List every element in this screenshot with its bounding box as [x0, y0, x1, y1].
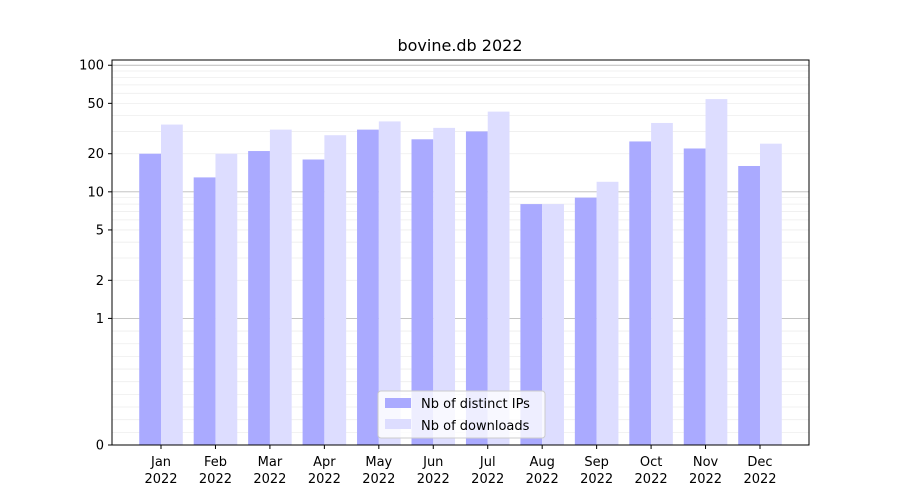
legend-label-downloads: Nb of downloads [421, 419, 530, 434]
x-tick-label-month: Jul [479, 455, 496, 470]
bar-downloads-dec [759, 143, 782, 445]
bars [139, 99, 782, 446]
x-tick-label-year: 2022 [417, 472, 450, 487]
bar-downloads-may [378, 121, 401, 445]
bar-distinct-ips-mar [248, 151, 270, 445]
y-tick-label: 20 [87, 147, 104, 162]
x-tick-label-month: Feb [204, 455, 227, 470]
x-tick-label-year: 2022 [253, 472, 286, 487]
bar-distinct-ips-may [357, 129, 379, 445]
bar-downloads-jun [433, 127, 456, 445]
bar-downloads-feb [215, 153, 238, 446]
legend-frame [377, 390, 546, 439]
y-tick-label: 2 [96, 274, 104, 289]
plot-frame [111, 59, 810, 446]
x-tick-label-month: Oct [640, 455, 662, 470]
bar-downloads-jan [161, 124, 183, 445]
bar-downloads-mar [269, 129, 292, 445]
bar-distinct-ips-jul [465, 131, 488, 445]
y-tick-label: 100 [79, 59, 104, 74]
bar-distinct-ips-oct [629, 141, 652, 445]
x-tick-label-year: 2022 [635, 472, 668, 487]
x-tick-label-month: Mar [258, 455, 283, 470]
bar-downloads-aug [542, 204, 564, 445]
x-tick-label-year: 2022 [743, 472, 776, 487]
legend: Nb of distinct IPs Nb of downloads [377, 390, 546, 439]
x-axis: Jan 2022 Feb 2022 Mar 2022 Apr 2022 May 2022 Jun 20… [144, 445, 777, 487]
bar-downloads-jul [487, 111, 510, 445]
x-tick-label-year: 2022 [308, 472, 341, 487]
x-tick-label-year: 2022 [362, 472, 395, 487]
bar-downloads-oct [651, 122, 673, 445]
bar-distinct-ips-jan [139, 153, 162, 446]
legend-swatch-downloads [385, 419, 411, 429]
x-tick-label-month: Sep [584, 455, 609, 470]
x-tick-label-year: 2022 [144, 472, 177, 487]
x-tick-label-month: May [365, 455, 392, 470]
bar-distinct-ips-jun [411, 139, 434, 445]
x-tick-label-month: Nov [693, 455, 719, 470]
bar-distinct-ips-sep [574, 197, 597, 445]
x-tick-label-year: 2022 [689, 472, 722, 487]
y-axis: 0 1 2 5 10 20 50 100 [79, 59, 112, 454]
bar-distinct-ips-apr [302, 159, 325, 445]
x-tick-label-month: Apr [313, 455, 336, 470]
bar-downloads-nov [705, 99, 728, 445]
legend-label-ips: Nb of distinct IPs [421, 397, 530, 412]
x-tick-label-month: Jan [150, 455, 171, 470]
x-tick-label-year: 2022 [526, 472, 559, 487]
x-tick-label-year: 2022 [580, 472, 613, 487]
x-tick-label-month: Aug [529, 455, 554, 470]
y-tick-label: 1 [96, 312, 104, 327]
bar-downloads-sep [596, 181, 619, 445]
bar-downloads-apr [324, 135, 347, 445]
bar-distinct-ips-aug [520, 204, 543, 445]
x-tick-label-year: 2022 [471, 472, 504, 487]
bar-distinct-ips-nov [683, 148, 706, 445]
y-tick-label: 10 [87, 185, 104, 200]
y-tick-label: 0 [96, 439, 104, 454]
bar-distinct-ips-feb [193, 177, 216, 446]
x-tick-label-month: Jun [422, 455, 443, 470]
chart-title: bovine.db 2022 [397, 36, 522, 55]
legend-swatch-ips [385, 398, 411, 408]
x-tick-label-year: 2022 [199, 472, 232, 487]
x-tick-label-month: Dec [747, 455, 772, 470]
bar-distinct-ips-dec [738, 165, 760, 446]
y-tick-label: 50 [87, 97, 104, 112]
y-tick-label: 5 [96, 223, 104, 238]
